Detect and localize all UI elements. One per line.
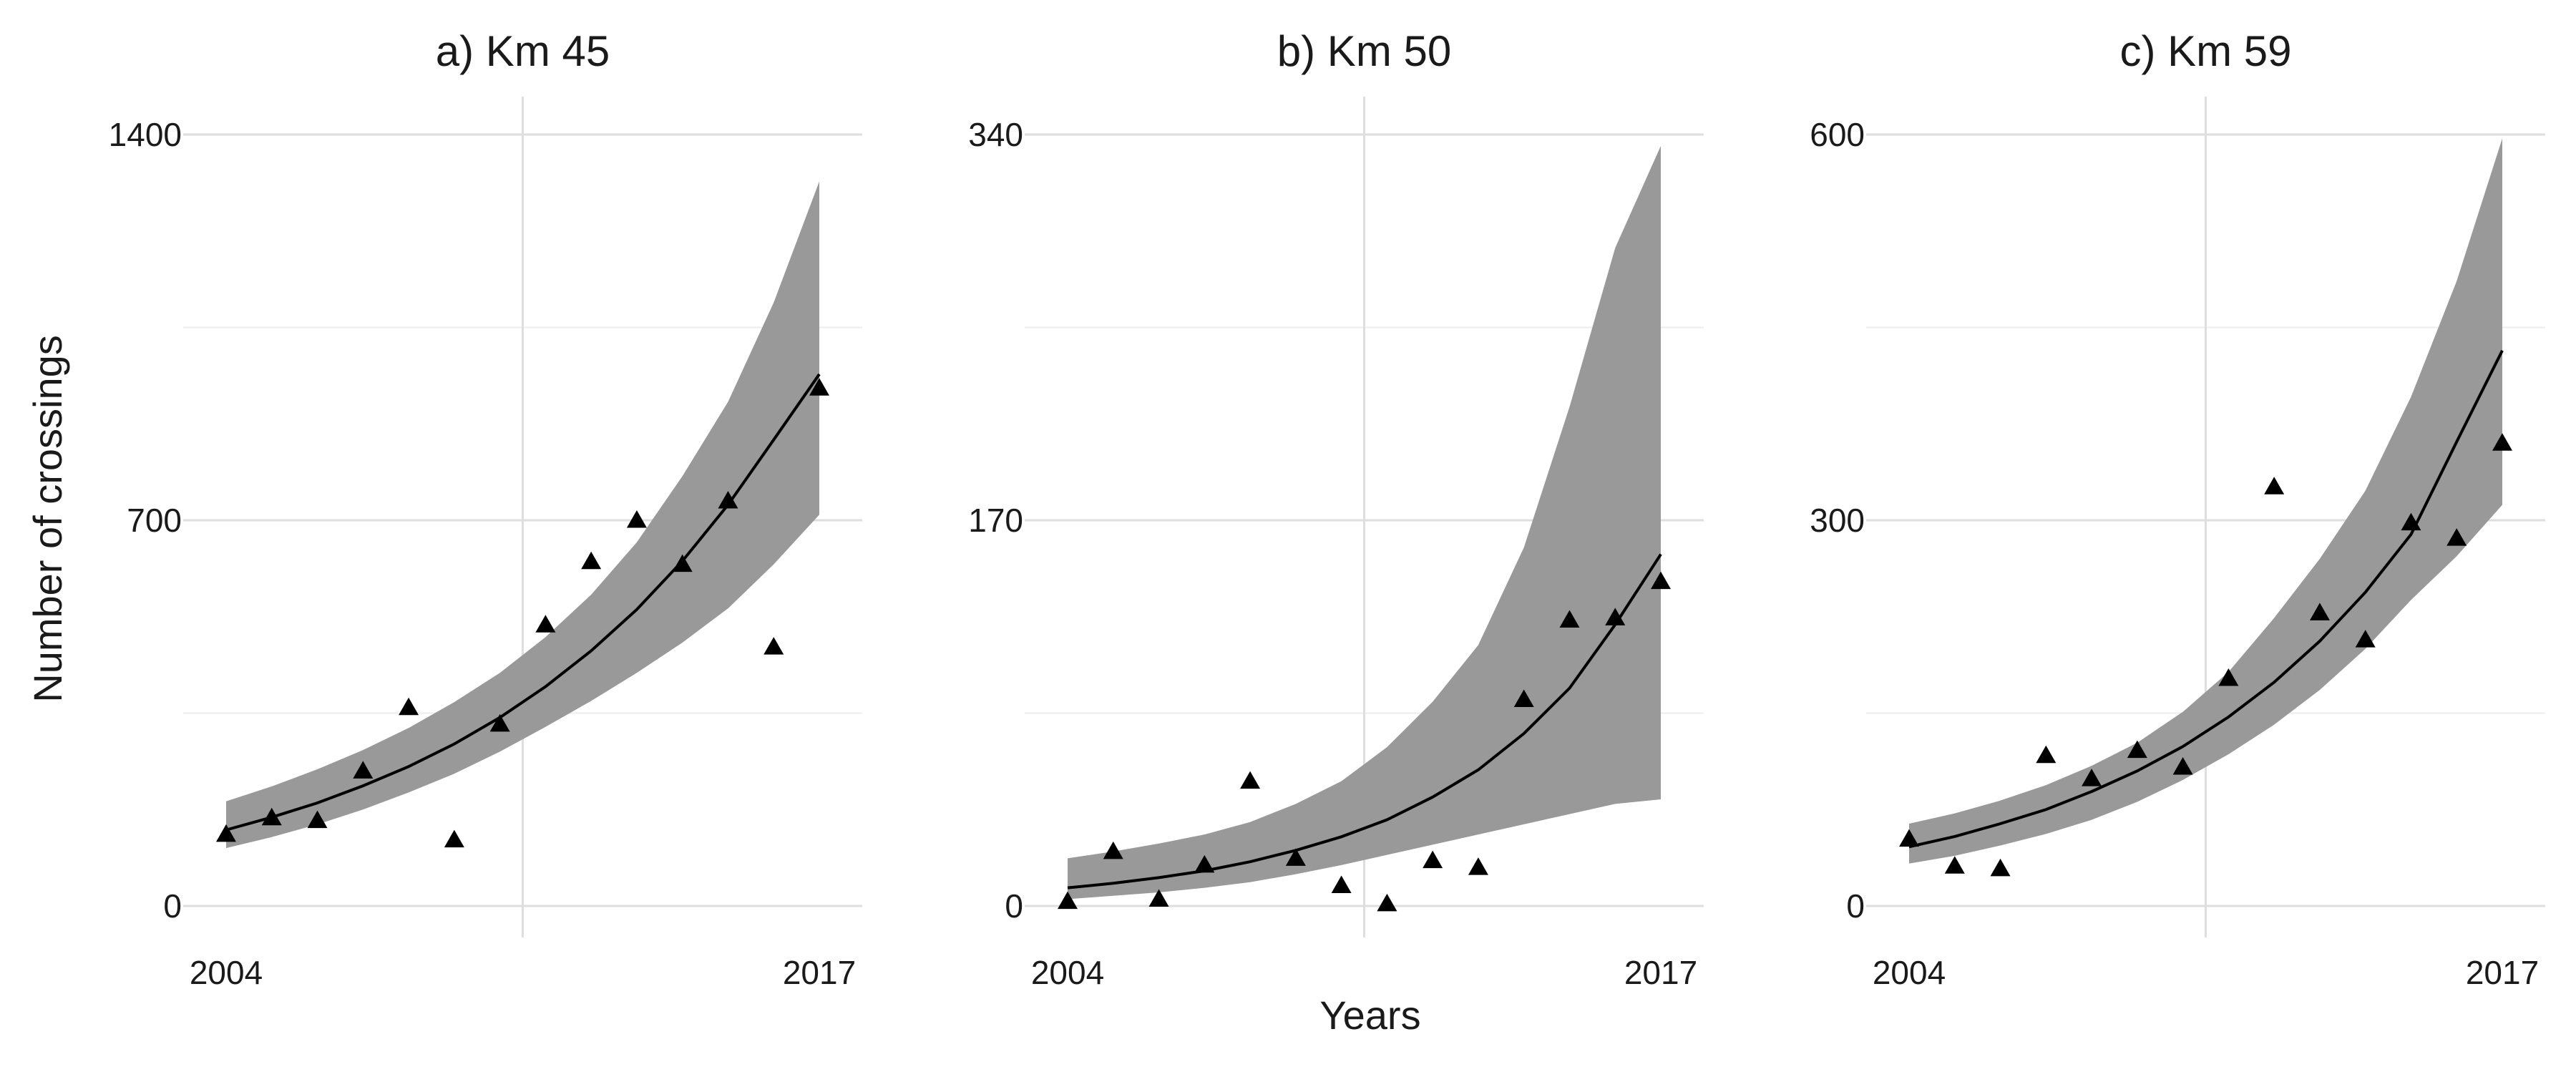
data-point-triangle xyxy=(2401,512,2421,531)
x-axis-title: Years xyxy=(1319,993,1420,1038)
data-point-triangle xyxy=(261,807,282,826)
data-point-triangle xyxy=(1240,771,1261,789)
data-point-triangle xyxy=(1331,875,1352,893)
data-point-triangle xyxy=(1058,891,1078,910)
y-tick-label: 0 xyxy=(1005,887,1023,925)
data-point-triangle xyxy=(2172,756,2193,775)
data-point-triangle xyxy=(672,554,693,572)
y-tick-label: 1400 xyxy=(109,116,182,153)
data-point-triangle xyxy=(581,551,602,570)
data-point-triangle xyxy=(1513,689,1534,707)
data-point-triangle xyxy=(2309,603,2330,620)
panel-title: c) Km 59 xyxy=(2119,27,2291,75)
data-point-triangle xyxy=(1377,893,1397,912)
y-tick-label: 300 xyxy=(1810,502,1865,539)
data-point-triangle xyxy=(763,637,784,655)
data-point-triangle xyxy=(216,824,236,842)
data-point-triangle xyxy=(1559,610,1580,628)
y-tick-label: 600 xyxy=(1810,116,1865,153)
data-point-triangle xyxy=(2492,433,2512,451)
data-point-triangle xyxy=(1651,571,1671,590)
confidence-band xyxy=(226,181,819,849)
fitted-line xyxy=(1067,553,1662,890)
fitted-line xyxy=(225,373,821,832)
panel-1: a) Km 45 0 700 1400 2004 2017 xyxy=(109,27,862,991)
data-point-triangle xyxy=(399,697,419,716)
x-tick-label: 2004 xyxy=(1873,954,1946,991)
x-tick-label: 2017 xyxy=(1624,954,1697,991)
x-tick-label: 2004 xyxy=(190,954,263,991)
fitted-line xyxy=(1908,349,2504,849)
data-point-triangle xyxy=(718,491,738,509)
data-point-triangle xyxy=(1285,848,1306,866)
panel-3: c) Km 59 0 300 600 2004 2017 xyxy=(1810,27,2545,991)
panel-title: a) Km 45 xyxy=(436,27,610,75)
data-point-triangle xyxy=(626,510,647,528)
data-point-triangle xyxy=(1944,856,1965,874)
data-point-triangle xyxy=(1605,608,1626,625)
data-point-triangle xyxy=(2082,769,2102,786)
panel-title: b) Km 50 xyxy=(1277,27,1451,75)
y-axis-title: Number of crossings xyxy=(25,335,70,703)
y-tick-label: 0 xyxy=(163,887,182,925)
data-point-triangle xyxy=(2127,740,2147,759)
y-tick-label: 700 xyxy=(127,502,182,539)
data-point-triangle xyxy=(1423,850,1443,869)
y-tick-label: 170 xyxy=(968,502,1023,539)
y-tick-label: 340 xyxy=(968,116,1023,153)
panel-2: b) Km 50 0 170 340 2004 2017 xyxy=(968,27,1704,991)
x-tick-label: 2004 xyxy=(1031,954,1104,991)
data-point-triangle xyxy=(1468,857,1488,875)
x-tick-label: 2017 xyxy=(783,954,856,991)
confidence-band xyxy=(1068,145,1661,900)
x-tick-label: 2017 xyxy=(2466,954,2539,991)
data-point-triangle xyxy=(2036,745,2057,764)
data-point-triangle xyxy=(1103,841,1123,859)
data-point-triangle xyxy=(1990,858,2011,877)
data-point-triangle xyxy=(353,761,374,779)
data-point-triangle xyxy=(1148,889,1169,907)
data-point-triangle xyxy=(2446,528,2467,546)
data-point-triangle xyxy=(307,810,328,829)
y-tick-label: 0 xyxy=(1846,887,1865,925)
data-point-triangle xyxy=(489,713,510,732)
confidence-band xyxy=(1909,138,2502,864)
data-point-triangle xyxy=(2264,477,2285,494)
data-point-triangle xyxy=(1194,854,1215,873)
data-point-triangle xyxy=(444,829,464,848)
data-point-triangle xyxy=(2355,630,2376,648)
data-point-triangle xyxy=(1899,829,1919,847)
data-point-triangle xyxy=(809,378,829,396)
data-point-triangle xyxy=(2218,668,2239,686)
data-point-triangle xyxy=(535,615,556,633)
